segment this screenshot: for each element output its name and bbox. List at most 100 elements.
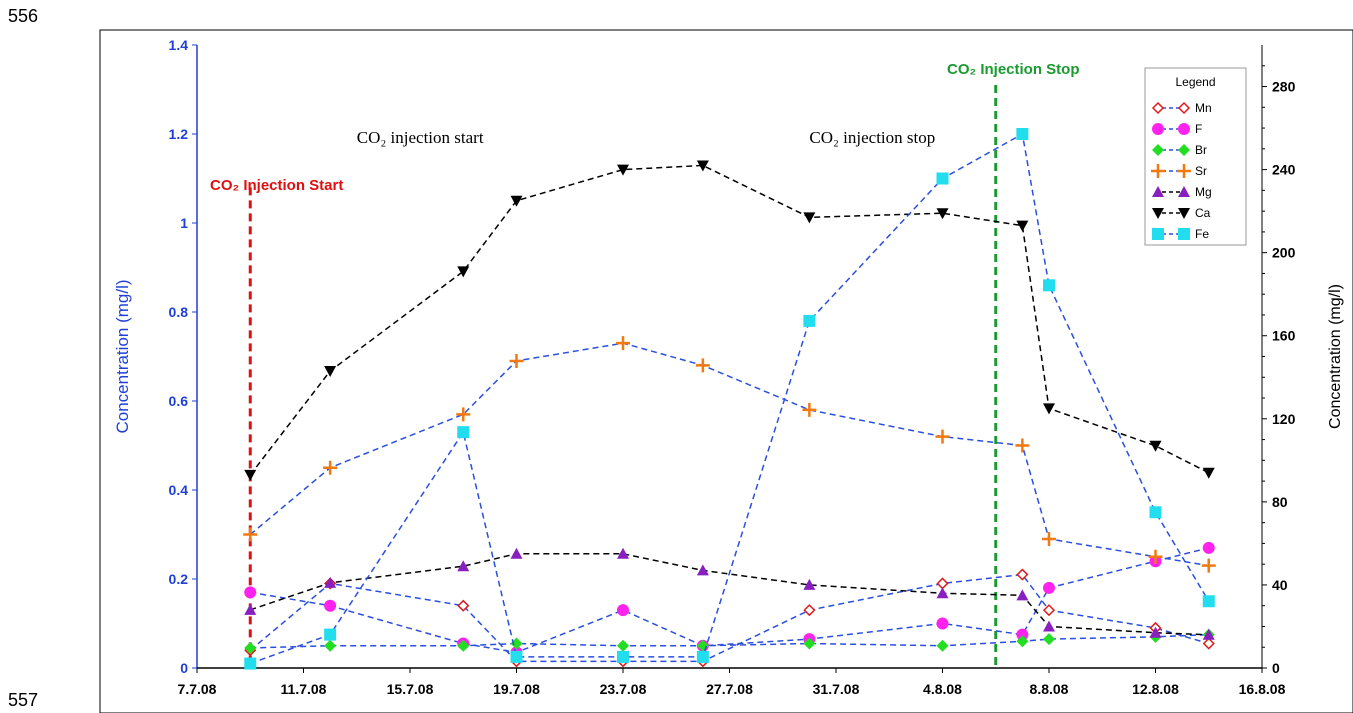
data-point-ca — [324, 366, 337, 378]
legend-marker — [1152, 123, 1164, 135]
legend-marker — [1178, 144, 1190, 156]
legend-marker — [1152, 228, 1164, 240]
data-point-sr — [456, 407, 471, 422]
data-point-ca — [1043, 403, 1055, 415]
data-point-br — [457, 639, 470, 652]
x-tick-label: 12.8.08 — [1132, 681, 1179, 697]
line-number-bottom: 557 — [8, 690, 39, 710]
series-group — [243, 128, 1216, 670]
data-point-f — [936, 617, 949, 630]
legend-item-f: F — [1152, 122, 1202, 136]
legend-marker — [1178, 208, 1190, 219]
data-point-mn — [1016, 568, 1029, 581]
data-point-mg — [324, 576, 337, 588]
data-point-ca — [617, 164, 629, 176]
data-point-fe — [617, 650, 629, 663]
legend-marker — [1152, 186, 1164, 197]
series-sr — [243, 336, 1216, 573]
y-left-tick-label: 1.4 — [169, 37, 189, 53]
x-tick-label: 7.7.08 — [178, 681, 217, 697]
line-number-top: 556 — [8, 6, 39, 26]
data-point-mg — [696, 564, 709, 576]
legend-label: Sr — [1195, 164, 1207, 178]
data-point-mn — [936, 577, 949, 590]
y-right-axis-label: Concentration (mg/l) — [1327, 284, 1344, 429]
data-point-fe — [803, 314, 816, 327]
data-point-fe — [696, 650, 709, 663]
data-point-br — [936, 639, 949, 652]
annotation-stop-text: CO₂ injection stop — [809, 128, 935, 147]
data-point-mg — [457, 560, 470, 572]
y-right-tick-label: 120 — [1272, 411, 1296, 427]
data-point-mg — [1043, 620, 1055, 632]
series-fe — [244, 128, 1215, 670]
legend-item-ca: Ca — [1152, 206, 1211, 220]
data-point-fe — [936, 172, 949, 185]
x-tick-label: 8.8.08 — [1030, 681, 1069, 697]
data-point-mg — [936, 587, 949, 599]
annotation-stop-label: CO₂ Injection Stop — [947, 61, 1080, 78]
data-point-br — [324, 639, 337, 652]
legend-item-br: Br — [1152, 143, 1207, 157]
axes: 0 0.2 0.4 0.6 0.8 1 1.2 1.4 0 40 80 120 160 200 240 280… — [113, 37, 1344, 697]
data-point-sr — [323, 460, 338, 475]
x-tick-label: 15.7.08 — [387, 681, 434, 697]
data-point-sr — [802, 402, 817, 417]
data-point-ca — [696, 160, 709, 172]
legend-item-sr: Sr — [1151, 164, 1207, 178]
data-point-sr — [1201, 558, 1216, 573]
series-mn — [244, 568, 1215, 668]
data-point-ca — [457, 266, 470, 278]
y-right-tick-label: 280 — [1272, 79, 1296, 95]
x-tick-label: 16.8.08 — [1239, 681, 1286, 697]
y-left-tick-label: 0 — [180, 660, 188, 676]
series-line-sr — [249, 342, 1209, 567]
data-point-mn — [1202, 637, 1215, 650]
x-tick-label: 4.8.08 — [923, 681, 962, 697]
data-point-mg — [1202, 628, 1215, 640]
legend-marker — [1178, 123, 1190, 135]
legend-item-fe: Fe — [1152, 227, 1209, 241]
data-point-f — [617, 604, 629, 617]
data-point-br — [510, 637, 523, 650]
legend-marker — [1151, 164, 1165, 178]
y-left-tick-label: 0.4 — [169, 482, 189, 498]
legend-label: F — [1195, 122, 1202, 136]
data-point-br — [1043, 633, 1055, 646]
data-point-mg — [510, 547, 523, 559]
series-line-ca — [249, 164, 1210, 476]
data-point-f — [324, 599, 337, 612]
data-point-fe — [1016, 128, 1029, 140]
legend-marker — [1152, 144, 1164, 156]
series-line-br — [250, 633, 1209, 649]
legend-marker — [1152, 208, 1164, 219]
data-point-mg — [1016, 589, 1029, 601]
legend-marker — [1151, 101, 1165, 115]
legend-box — [1144, 67, 1247, 246]
data-point-f — [1016, 628, 1029, 641]
data-point-fe — [457, 426, 470, 439]
annotation-start-text: CO₂ injection start — [357, 128, 484, 147]
y-right-tick-label: 160 — [1272, 328, 1296, 344]
y-left-tick-label: 0.6 — [169, 393, 189, 409]
data-point-mn — [457, 599, 470, 612]
data-point-f — [1202, 541, 1215, 554]
legend-item-mg: Mg — [1152, 185, 1212, 199]
data-point-ca — [1202, 467, 1215, 479]
data-point-f — [1043, 581, 1055, 594]
legend-label: Mn — [1195, 101, 1212, 115]
y-left-tick-label: 0.2 — [169, 571, 189, 587]
data-point-sr — [1042, 531, 1056, 546]
data-point-fe — [1202, 595, 1215, 608]
data-point-br — [617, 639, 629, 652]
x-tick-label: 11.7.08 — [281, 681, 327, 697]
data-point-mg — [803, 578, 816, 590]
data-point-mg — [244, 603, 257, 615]
legend-marker — [1178, 186, 1190, 197]
data-point-fe — [510, 650, 523, 663]
x-tick-label: 19.7.08 — [493, 681, 540, 697]
legend-item-mn: Mn — [1151, 101, 1212, 115]
y-left-tick-label: 1.2 — [169, 126, 189, 142]
y-left-axis-label: Concentration (mg/l) — [113, 279, 132, 433]
data-point-sr — [243, 527, 258, 542]
